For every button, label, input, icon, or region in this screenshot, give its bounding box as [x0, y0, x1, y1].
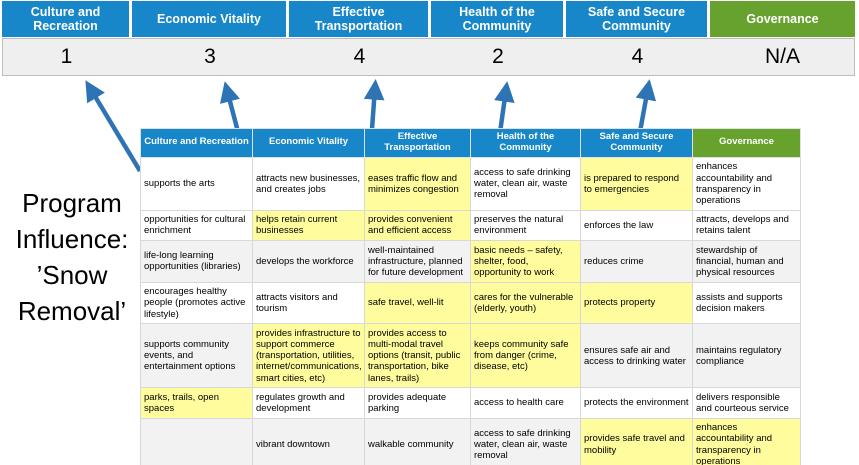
- category-header-effective-transportation: Effective Transportation: [289, 1, 428, 37]
- matrix-cell: reduces crime: [580, 240, 693, 283]
- matrix-cell: supports the arts: [140, 156, 253, 211]
- matrix-cell: well-maintained infrastructure, planned …: [364, 240, 471, 283]
- matrix-cell: access to health care: [470, 387, 581, 419]
- matrix-cell: stewardship of financial, human and phys…: [692, 240, 801, 283]
- matrix-cell: attracts, develops and retains talent: [692, 209, 801, 242]
- matrix-cell: enhances accountability and transparency…: [692, 156, 801, 211]
- matrix-cell-highlighted: cares for the vulnerable (elderly, youth…: [470, 281, 581, 325]
- matrix-cell: access to safe drinking water, clean air…: [470, 417, 581, 465]
- matrix-cell: assists and supports decision makers: [692, 281, 801, 325]
- matrix-cell-highlighted: helps retain current businesses: [252, 209, 365, 242]
- matrix-cell-highlighted: provides convenient and efficient access: [364, 209, 471, 242]
- score-effective-transportation: 4: [353, 45, 366, 68]
- matrix-cell-highlighted: enhances accountability and transparency…: [692, 417, 801, 465]
- matrix-cell-highlighted: provides safe travel and mobility: [580, 417, 693, 465]
- program-influence-label: Program Influence: ’Snow Removal’: [15, 188, 129, 326]
- matrix-cell-highlighted: safe travel, well-lit: [364, 281, 471, 325]
- matrix-row: vibrant downtown walkable community access…: [140, 417, 801, 465]
- category-header-economic-vitality: Economic Vitality: [132, 1, 286, 37]
- matrix-cell: preserves the natural environment: [470, 209, 581, 242]
- score-health-community: 2: [492, 45, 504, 68]
- matrix-cell: develops the workforce: [252, 240, 365, 283]
- matrix-row: parks, trails, open spaces regulates grow…: [140, 387, 801, 419]
- matrix-row: encourages healthy people (promotes acti…: [140, 281, 801, 325]
- score-culture-recreation: 1: [60, 45, 73, 68]
- matrix-header-cell: Culture and Recreation: [140, 128, 253, 158]
- category-header-governance: Governance: [710, 1, 855, 37]
- matrix-cell-highlighted: parks, trails, open spaces: [140, 387, 253, 419]
- matrix-cell-highlighted: provides infrastructure to support comme…: [252, 323, 365, 389]
- score-governance: N/A: [764, 45, 800, 68]
- matrix-cell-highlighted: provides access to multi-modal travel op…: [364, 323, 471, 389]
- arrow-up-culture-icon: [85, 80, 142, 173]
- matrix-cell-highlighted: eases traffic flow and minimizes congest…: [364, 156, 471, 211]
- score-economic-vitality: 3: [204, 45, 216, 68]
- influence-matrix: Culture and Recreation Economic Vitality E…: [140, 128, 801, 465]
- matrix-header-cell: Safe and Secure Community: [580, 128, 693, 158]
- matrix-cell: protects the environment: [580, 387, 693, 419]
- matrix-cell: ensures safe air and access to drinking …: [580, 323, 693, 389]
- matrix-cell: enforces the law: [580, 209, 693, 242]
- matrix-row: supports community events, and entertain…: [140, 323, 801, 389]
- matrix-cell: provides adequate parking: [364, 387, 471, 419]
- score-row: 1 3 4 2 4 N/A: [2, 38, 855, 76]
- matrix-cell: [140, 417, 253, 465]
- matrix-cell: supports community events, and entertain…: [140, 323, 253, 389]
- matrix-header-row: Culture and Recreation Economic Vitality E…: [140, 128, 801, 158]
- matrix-cell: attracts visitors and tourism: [252, 281, 365, 325]
- matrix-cell: walkable community: [364, 417, 471, 465]
- matrix-row: life-long learning opportunities (librar…: [140, 240, 801, 283]
- matrix-cell-highlighted: basic needs – safety, shelter, food, opp…: [470, 240, 581, 283]
- matrix-cell: encourages healthy people (promotes acti…: [140, 281, 253, 325]
- matrix-body: supports the arts attracts new businesses…: [140, 156, 801, 465]
- matrix-header-cell: Effective Transportation: [364, 128, 471, 158]
- matrix-row: opportunities for cultural enrichment hel…: [140, 209, 801, 242]
- matrix-cell-highlighted: protects property: [580, 281, 693, 325]
- category-header-culture-recreation: Culture and Recreation: [2, 1, 129, 37]
- matrix-row: supports the arts attracts new businesses…: [140, 156, 801, 211]
- category-header-safe-secure-community: Safe and Secure Community: [566, 1, 707, 37]
- matrix-cell: regulates growth and development: [252, 387, 365, 419]
- matrix-cell: delivers responsible and courteous servi…: [692, 387, 801, 419]
- matrix-cell: life-long learning opportunities (librar…: [140, 240, 253, 283]
- matrix-cell: attracts new businesses, and creates job…: [252, 156, 365, 211]
- matrix-header-cell: Health of the Community: [470, 128, 581, 158]
- category-header-row: Culture and Recreation Economic Vitality…: [2, 1, 855, 37]
- matrix-cell: maintains regulatory compliance: [692, 323, 801, 389]
- matrix-cell-highlighted: keeps community safe from danger (crime,…: [470, 323, 581, 389]
- matrix-cell: opportunities for cultural enrichment: [140, 209, 253, 242]
- matrix-cell: access to safe drinking water, clean air…: [470, 156, 581, 211]
- matrix-cell: vibrant downtown: [252, 417, 365, 465]
- matrix-header-cell: Economic Vitality: [252, 128, 365, 158]
- category-header-health-community: Health of the Community: [431, 1, 563, 37]
- matrix-cell-highlighted: is prepared to respond to emergencies: [580, 156, 693, 211]
- score-safe-secure-community: 4: [631, 45, 644, 68]
- matrix-header-cell: Governance: [692, 128, 801, 158]
